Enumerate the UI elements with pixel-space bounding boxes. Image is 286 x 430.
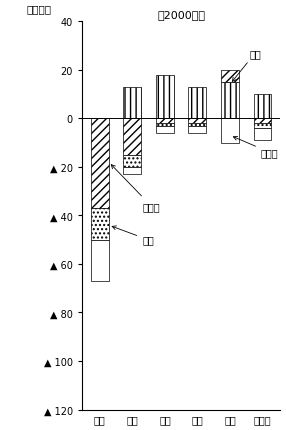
Bar	[91, 209, 109, 240]
Bar	[124, 88, 141, 119]
Bar	[91, 240, 109, 281]
Bar	[253, 119, 271, 124]
Text: その他: その他	[233, 137, 279, 158]
Bar	[124, 119, 141, 155]
Bar	[188, 119, 206, 124]
Bar	[124, 167, 141, 175]
Text: （千人）: （千人）	[26, 4, 51, 14]
Bar	[253, 129, 271, 141]
Bar	[156, 75, 174, 119]
Text: 家事: 家事	[112, 226, 154, 245]
Bar	[221, 83, 239, 119]
Bar	[188, 124, 206, 126]
Bar	[91, 119, 109, 209]
Bar	[253, 124, 271, 129]
Bar	[221, 71, 239, 83]
Text: 就業者: 就業者	[111, 165, 160, 211]
Bar	[156, 119, 174, 124]
Bar	[156, 124, 174, 126]
Text: 通学: 通学	[232, 49, 261, 82]
Bar	[156, 126, 174, 134]
Bar	[253, 95, 271, 119]
Bar	[188, 88, 206, 119]
Title: （2000年）: （2000年）	[157, 10, 205, 20]
Bar	[188, 126, 206, 134]
Bar	[221, 119, 239, 143]
Bar	[124, 155, 141, 167]
